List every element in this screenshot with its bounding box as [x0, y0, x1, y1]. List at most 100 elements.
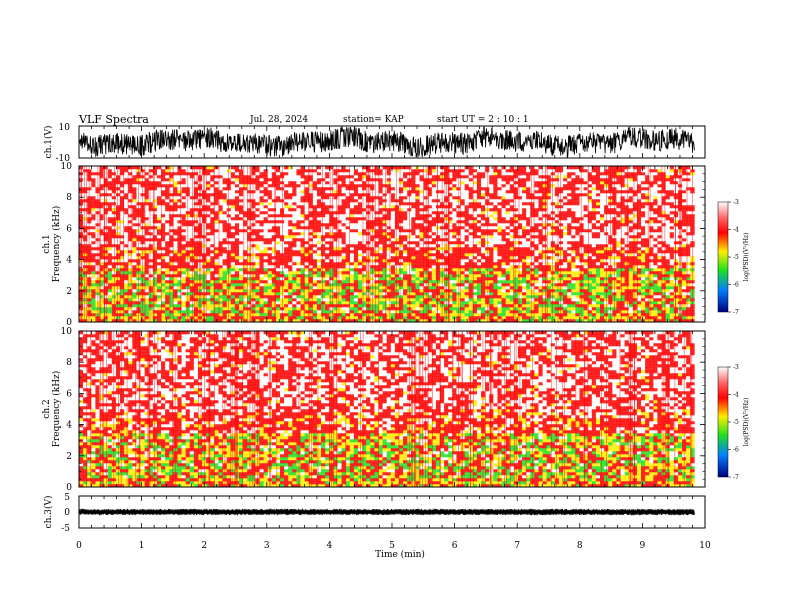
spectrogram-ch1-cell: [132, 205, 136, 208]
spectrogram-ch1-cell: [182, 289, 186, 292]
spectrogram-ch1-cell: [173, 190, 177, 193]
spectrogram-ch1-cell: [157, 268, 161, 271]
spectrogram-ch1-cell: [173, 310, 177, 313]
spectrogram-ch1-cell: [95, 190, 99, 193]
spectrogram-ch1-cell: [239, 226, 243, 229]
spectrogram-ch1-cell: [173, 268, 177, 271]
spectrogram-ch1-cell: [235, 178, 239, 181]
spectrogram-ch1-cell: [141, 265, 145, 268]
spectrogram-ch1-cell: [116, 292, 120, 295]
spectrogram-ch1-cell: [173, 223, 177, 226]
spectrogram-ch1-cell: [83, 235, 87, 238]
spectrogram-ch1-cell: [83, 283, 87, 286]
spectrogram-ch1-cell: [149, 286, 153, 289]
spectrogram-ch1-cell: [165, 226, 169, 229]
spectrogram-ch1-cell: [95, 187, 99, 190]
spectrogram-ch1-cell: [116, 265, 120, 268]
waveform-ch1-trace: [79, 127, 694, 157]
spectrogram-ch1-cell: [128, 193, 132, 196]
spectrogram-ch1-cell: [223, 217, 227, 220]
spectrogram-ch1-cell: [83, 199, 87, 202]
spectrogram-ch1-cell: [190, 169, 194, 172]
spectrogram-ch1-cell: [141, 256, 145, 259]
spectrogram-ch1-cell: [116, 172, 120, 175]
spectrogram-ch1-cell: [235, 313, 239, 316]
spectrogram-ch1-cell: [87, 184, 91, 187]
spectrogram-ch1-cell: [149, 316, 153, 319]
spectrogram-ch1-cell: [231, 190, 235, 193]
spectrogram-ch1-cell: [116, 289, 120, 292]
spectrogram-ch1-cell: [116, 205, 120, 208]
spectrogram-ch1-cell: [108, 316, 112, 319]
spectrogram-ch1-cell: [157, 289, 161, 292]
spectrogram-ch1-cell: [239, 199, 243, 202]
spectrogram-ch1-cell: [198, 229, 202, 232]
spectrogram-ch1-cell: [182, 217, 186, 220]
spectrogram-ch1-cell: [173, 262, 177, 265]
spectrogram-ch1-cell: [141, 223, 145, 226]
spectrogram-ch1-cell: [128, 235, 132, 238]
spectrogram-ch1-cell: [206, 178, 210, 181]
spectrogram-ch1-cell: [214, 271, 218, 274]
spectrogram-ch1-cell: [95, 244, 99, 247]
spectrogram-ch1-cell: [190, 229, 194, 232]
spectrogram-ch1-cell: [214, 283, 218, 286]
spectrogram-ch1-cell: [116, 214, 120, 217]
spectrogram-ch1-cell: [95, 262, 99, 265]
spectrogram-ch1-cell: [79, 226, 83, 229]
spectrogram-ch1-cell: [173, 259, 177, 262]
spectrogram-ch1-cell: [95, 274, 99, 277]
spectrogram-ch1-cell: [223, 241, 227, 244]
spectrogram-ch1-cell: [165, 172, 169, 175]
spectrogram-ch1-cell: [128, 265, 132, 268]
spectrogram-ch1-cell: [141, 262, 145, 265]
spectrogram-ch1-cell: [87, 229, 91, 232]
spectrogram-ch1-cell: [223, 253, 227, 256]
spectrogram-ch1-cell: [128, 262, 132, 265]
spectrogram-ch1-cell: [177, 274, 181, 277]
spectrogram-ch1-cell: [223, 232, 227, 235]
spectrogram-ch1-cell: [116, 193, 120, 196]
spectrogram-ch1-cell: [108, 301, 112, 304]
spectrogram-ch1-cell: [214, 217, 218, 220]
spectrogram-ch1-cell: [177, 289, 181, 292]
spectrogram-ch1-cell: [149, 172, 153, 175]
spectrogram-ch1-cell: [87, 223, 91, 226]
spectrogram-ch1-cell: [128, 199, 132, 202]
spectrogram-ch1-cell: [83, 304, 87, 307]
spectrogram-ch1-cell: [206, 301, 210, 304]
spectrogram-ch1-cell: [182, 175, 186, 178]
spectrogram-ch1-cell: [83, 220, 87, 223]
spectrogram-ch1-cell: [198, 214, 202, 217]
spectrogram-ch1-cell: [95, 235, 99, 238]
spectrogram-ch1-cell: [79, 205, 83, 208]
spectrogram-ch1-cell: [214, 190, 218, 193]
spectrogram-ch1-cell: [206, 304, 210, 307]
spectrogram-ch1-cell: [182, 250, 186, 253]
spectrogram-ch1-cell: [235, 217, 239, 220]
spectrogram-ch1-cell: [214, 310, 218, 313]
spectrogram-ch1-cell: [206, 313, 210, 316]
spectrogram-ch1-cell: [235, 205, 239, 208]
spectrogram-ch1-cell: [223, 181, 227, 184]
spectrogram-ch1-cell: [87, 208, 91, 211]
spectrogram-ch1-cell: [198, 196, 202, 199]
spectrogram-ch1-cell: [157, 181, 161, 184]
spectrogram-ch1-cell: [177, 244, 181, 247]
spectrogram-ch1-cell: [231, 313, 235, 316]
spectrogram-ch1-cell: [95, 256, 99, 259]
spectrogram-ch1-cell: [223, 316, 227, 319]
spectrogram-ch1-cell: [214, 313, 218, 316]
spectrogram-ch1-cell: [108, 280, 112, 283]
spectrogram-ch1-cell: [231, 316, 235, 319]
spectrogram-ch1-cell: [223, 289, 227, 292]
spectrogram-ch1-cell: [198, 244, 202, 247]
spectrogram-ch1-cell: [182, 307, 186, 310]
spectrogram-ch1-cell: [157, 190, 161, 193]
spectrogram-ch1-cell: [177, 253, 181, 256]
spectrogram-ch1-cell: [157, 274, 161, 277]
spectrogram-ch1-cell: [128, 259, 132, 262]
spectrogram-ch1-cell: [177, 211, 181, 214]
spectrogram-ch1-cell: [223, 262, 227, 265]
spectrogram-ch1-cell: [235, 310, 239, 313]
